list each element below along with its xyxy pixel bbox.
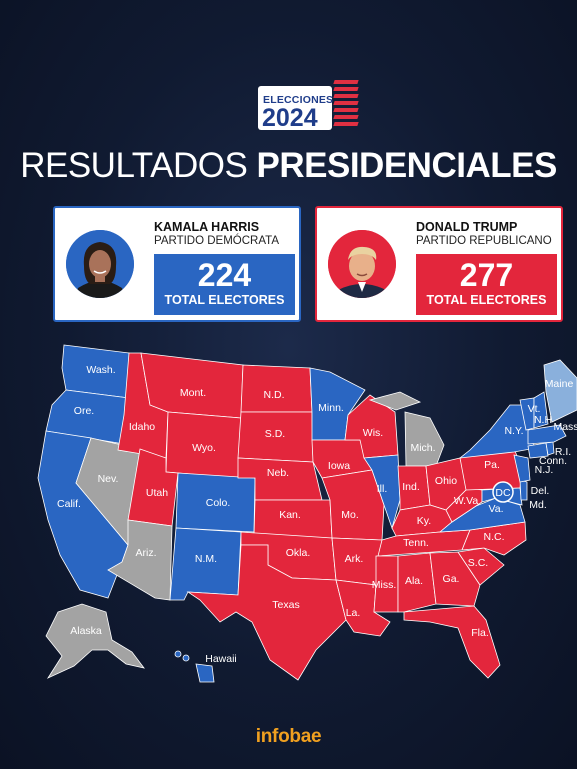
label-mo: Mo. bbox=[341, 509, 359, 521]
state-ala[interactable] bbox=[397, 552, 437, 613]
trump-party: PARTIDO REPUBLICANO bbox=[416, 235, 552, 247]
us-electoral-map: Wash. Ore. Calif. Nev. Idaho Mont. Wyo. … bbox=[0, 338, 577, 698]
state-sc[interactable] bbox=[457, 547, 505, 586]
label-ri: R.I. bbox=[555, 446, 571, 458]
harris-portrait-icon bbox=[66, 230, 134, 298]
harris-avatar bbox=[66, 230, 134, 298]
label-nm: N.M. bbox=[195, 553, 217, 565]
label-alaska: Alaska bbox=[70, 625, 102, 637]
label-idaho: Idaho bbox=[129, 421, 155, 433]
trump-name: DONALD TRUMP bbox=[416, 220, 518, 234]
label-minn: Minn. bbox=[318, 402, 344, 414]
state-hawaii[interactable] bbox=[195, 663, 215, 683]
state-nj[interactable] bbox=[513, 454, 531, 483]
hawaii-island-1 bbox=[174, 650, 182, 658]
label-va: Va. bbox=[489, 503, 504, 515]
title-bold: PRESIDENCIALES bbox=[256, 146, 558, 185]
label-ariz: Ariz. bbox=[136, 547, 157, 559]
label-colo: Colo. bbox=[206, 497, 231, 509]
trump-portrait-icon bbox=[328, 230, 396, 298]
logo-box: ELECCIONES 2024 bbox=[258, 86, 334, 132]
label-wis: Wis. bbox=[363, 427, 383, 439]
harris-name: KAMALA HARRIS bbox=[154, 220, 260, 234]
state-ga[interactable] bbox=[429, 551, 481, 607]
label-nev: Nev. bbox=[98, 473, 119, 485]
state-alaska[interactable] bbox=[45, 603, 145, 679]
page-title: RESULTADOS PRESIDENCIALES bbox=[0, 146, 577, 186]
label-nd: N.D. bbox=[264, 389, 285, 401]
state-conn[interactable] bbox=[527, 442, 549, 459]
label-ny: N.Y. bbox=[504, 425, 523, 437]
harris-votes-box: 224 TOTAL ELECTORES bbox=[154, 254, 295, 315]
label-la: La. bbox=[346, 607, 361, 619]
trump-electors-label: TOTAL ELECTORES bbox=[426, 293, 547, 307]
label-ky: Ky. bbox=[417, 515, 431, 527]
label-nc: N.C. bbox=[484, 531, 505, 543]
hawaii-island-2 bbox=[182, 654, 190, 662]
state-mich[interactable] bbox=[404, 411, 445, 467]
logo-line1: ELECCIONES bbox=[263, 94, 334, 106]
label-del: Del. bbox=[531, 485, 550, 497]
state-texas[interactable] bbox=[186, 544, 347, 681]
label-calif: Calif. bbox=[57, 498, 81, 510]
trump-electors: 277 bbox=[459, 257, 514, 293]
flag-stripes-icon bbox=[333, 80, 359, 132]
label-ark: Ark. bbox=[345, 553, 364, 565]
state-maine[interactable] bbox=[543, 359, 577, 423]
trump-votes-box: 277 TOTAL ELECTORES bbox=[416, 254, 557, 315]
label-texas: Texas bbox=[272, 599, 299, 611]
label-ill: Ill. bbox=[377, 483, 388, 495]
dc-marker-icon[interactable] bbox=[492, 481, 514, 503]
candidate-card-trump: DONALD TRUMP PARTIDO REPUBLICANO 277 TOT… bbox=[315, 206, 563, 322]
infobae-logo: infobae bbox=[255, 726, 322, 747]
harris-party: PARTIDO DEMÓCRATA bbox=[154, 235, 280, 247]
label-wyo: Wyo. bbox=[192, 442, 216, 454]
harris-electors-label: TOTAL ELECTORES bbox=[164, 293, 285, 307]
label-ore: Ore. bbox=[74, 405, 94, 417]
state-miss[interactable] bbox=[373, 555, 399, 613]
logo-line2: 2024 bbox=[262, 104, 318, 132]
state-nh[interactable] bbox=[533, 391, 549, 429]
label-utah: Utah bbox=[146, 487, 168, 499]
us-map-svg: Wash. Ore. Calif. Nev. Idaho Mont. Wyo. … bbox=[37, 344, 577, 683]
label-mich: Mich. bbox=[410, 442, 435, 454]
label-ala: Ala. bbox=[405, 575, 423, 587]
state-mich-up[interactable] bbox=[368, 391, 422, 411]
candidate-card-harris: KAMALA HARRIS PARTIDO DEMÓCRATA 224 TOTA… bbox=[53, 206, 301, 322]
label-fla: Fla. bbox=[471, 627, 489, 639]
label-tenn: Tenn. bbox=[403, 537, 429, 549]
state-fla[interactable] bbox=[403, 605, 501, 679]
label-ind: Ind. bbox=[402, 481, 420, 493]
state-mo[interactable] bbox=[321, 469, 385, 541]
label-maine: Maine bbox=[545, 378, 574, 390]
label-ga: Ga. bbox=[443, 573, 460, 585]
label-nh: N.H bbox=[534, 414, 552, 426]
label-miss: Miss. bbox=[372, 579, 397, 591]
label-iowa: Iowa bbox=[328, 460, 350, 472]
harris-electors: 224 bbox=[197, 257, 252, 293]
label-md: Md. bbox=[529, 499, 547, 511]
label-ohio: Ohio bbox=[435, 475, 457, 487]
label-mass: Mass bbox=[553, 421, 577, 433]
state-mass[interactable] bbox=[527, 424, 567, 445]
label-hawaii: Hawaii bbox=[205, 653, 237, 665]
label-vt: Vt. bbox=[528, 403, 541, 415]
label-okla: Okla. bbox=[286, 547, 311, 559]
trump-avatar bbox=[328, 230, 396, 298]
label-neb: Neb. bbox=[267, 467, 289, 479]
title-regular: RESULTADOS bbox=[20, 146, 257, 185]
label-wash: Wash. bbox=[86, 364, 115, 376]
label-mont: Mont. bbox=[180, 387, 206, 399]
state-del[interactable] bbox=[519, 479, 528, 501]
label-pa: Pa. bbox=[484, 459, 500, 471]
label-kan: Kan. bbox=[279, 509, 301, 521]
label-dc: DC bbox=[495, 487, 511, 499]
label-sd: S.D. bbox=[265, 428, 285, 440]
label-sc: S.C. bbox=[468, 557, 488, 569]
label-conn: Conn. bbox=[539, 455, 567, 467]
state-ariz[interactable] bbox=[107, 519, 173, 601]
label-nj: N.J. bbox=[535, 464, 554, 476]
label-wva: W.Va bbox=[454, 495, 478, 507]
elecciones-2024-logo: ELECCIONES 2024 bbox=[258, 80, 359, 134]
